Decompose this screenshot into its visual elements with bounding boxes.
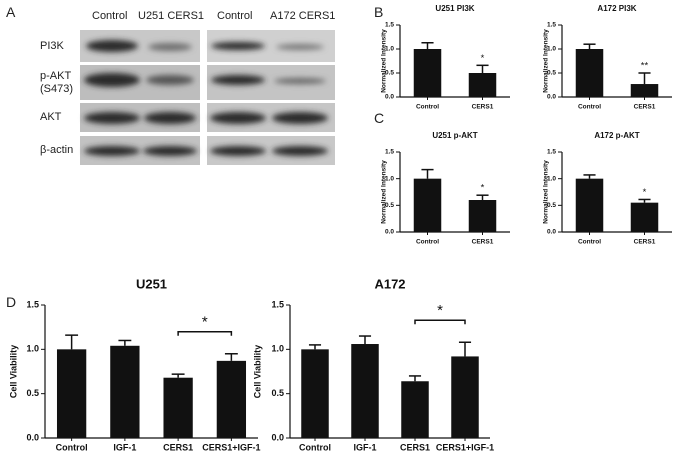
y-axis-label: Normalized Intensity <box>543 29 550 93</box>
significance-bracket <box>414 319 466 325</box>
x-tick-label: CERS1+IGF-1 <box>436 442 494 452</box>
bar <box>56 349 87 438</box>
y-tick-label: 1.5 <box>271 299 284 309</box>
x-tick-label: Control <box>416 239 439 246</box>
significance-marker: ** <box>641 61 649 72</box>
y-tick-label: 0.0 <box>547 94 556 101</box>
chart-title: U251 p-AKT <box>432 131 477 140</box>
blot-row-label: AKT <box>40 111 62 123</box>
y-axis-label: Normalized Intensity <box>381 160 388 224</box>
y-tick-label: 1.5 <box>547 149 556 156</box>
y-tick-label: 1.0 <box>385 46 394 53</box>
x-tick-label: Control <box>578 239 601 246</box>
y-tick-label: 1.0 <box>385 175 394 182</box>
blot-column-label: Control <box>92 10 128 22</box>
y-tick-label: 0.0 <box>547 229 556 236</box>
bar <box>413 178 442 232</box>
chart-title: A172 p-AKT <box>594 131 639 140</box>
western-blot <box>80 30 335 165</box>
panel-label: D <box>6 294 17 310</box>
blot-column-label: U251 CERS1 <box>138 10 205 22</box>
y-axis-label: Cell Viability <box>8 345 18 398</box>
bar <box>630 202 659 232</box>
bar <box>351 344 379 438</box>
y-tick-label: 0.5 <box>547 70 556 77</box>
y-axis-label: Normalized Intensity <box>381 29 388 93</box>
bar <box>630 84 659 97</box>
x-tick-label: Control <box>578 104 601 111</box>
y-tick-label: 0.5 <box>547 202 556 209</box>
x-tick-label: IGF-1 <box>353 442 376 452</box>
x-tick-label: CERS1 <box>634 239 656 246</box>
significance-bracket <box>177 331 233 336</box>
chart-title: U251 <box>136 276 167 291</box>
y-tick-label: 1.0 <box>26 344 39 354</box>
y-tick-label: 0.5 <box>385 202 394 209</box>
y-axis-label: Cell Viability <box>252 345 262 398</box>
significance-marker: * <box>481 183 485 194</box>
x-tick-label: CERS1 <box>400 442 430 452</box>
significance-marker: * <box>481 53 485 64</box>
bar <box>216 360 247 438</box>
chart-title: A172 PI3K <box>597 4 636 13</box>
y-tick-label: 1.0 <box>271 344 284 354</box>
y-tick-label: 1.0 <box>547 46 556 53</box>
y-tick-label: 1.5 <box>385 149 394 156</box>
chart-title: A172 <box>374 276 405 291</box>
x-tick-label: CERS1 <box>472 104 494 111</box>
blot-row-label: PI3K <box>40 40 64 52</box>
x-tick-label: CERS1 <box>472 239 494 246</box>
y-tick-label: 1.0 <box>547 175 556 182</box>
panel-label: A <box>6 4 16 20</box>
bar <box>413 49 442 97</box>
bar <box>468 200 497 232</box>
significance-marker: * <box>643 187 647 198</box>
significance-marker: * <box>202 314 208 331</box>
panel-label: B <box>374 4 384 20</box>
panel-label: C <box>374 110 385 126</box>
y-tick-label: 0.5 <box>26 388 39 398</box>
x-tick-label: CERS1 <box>163 442 193 452</box>
bar <box>110 345 140 438</box>
blot-row-label: p-AKT (S473) <box>40 70 74 95</box>
bar <box>575 49 604 97</box>
bar <box>575 178 604 232</box>
chart-title: U251 PI3K <box>435 4 474 13</box>
bar <box>301 349 329 438</box>
x-tick-label: Control <box>299 442 331 452</box>
bar <box>401 381 429 438</box>
x-tick-label: Control <box>416 104 439 111</box>
x-tick-label: CERS1 <box>634 104 656 111</box>
bar <box>163 377 193 438</box>
bar <box>468 73 497 97</box>
x-tick-label: IGF-1 <box>113 442 136 452</box>
y-tick-label: 0.0 <box>26 432 39 442</box>
y-tick-label: 0.0 <box>385 94 394 101</box>
y-tick-label: 1.5 <box>26 299 39 309</box>
y-tick-label: 1.5 <box>547 22 556 29</box>
y-tick-label: 0.5 <box>271 388 284 398</box>
y-tick-label: 1.5 <box>385 22 394 29</box>
blot-row-label: β-actin <box>40 144 74 156</box>
x-tick-label: CERS1+IGF-1 <box>202 442 260 452</box>
y-tick-label: 0.5 <box>385 70 394 77</box>
x-tick-label: Control <box>56 442 88 452</box>
y-axis-label: Normalized Intensity <box>543 160 550 224</box>
blot-column-label: A172 CERS1 <box>270 10 336 22</box>
y-tick-label: 0.0 <box>271 432 284 442</box>
blot-column-label: Control <box>217 10 253 22</box>
y-tick-label: 0.0 <box>385 229 394 236</box>
significance-marker: * <box>437 302 443 319</box>
bar <box>451 356 479 438</box>
